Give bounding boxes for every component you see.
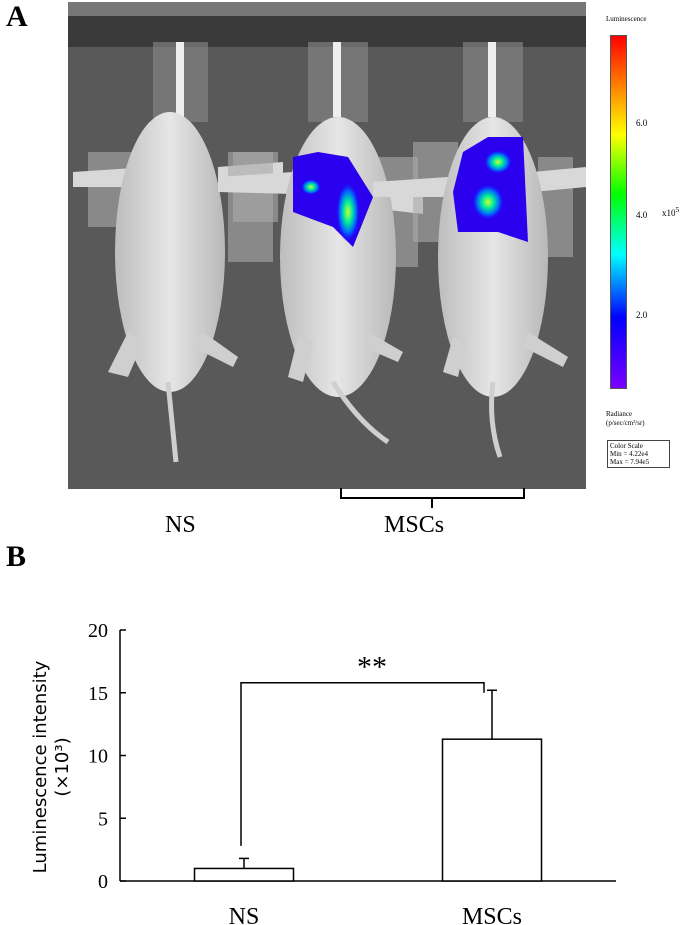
radiance-label: Radiance <box>606 410 633 418</box>
color-scale-title: Luminescence <box>606 15 647 23</box>
color-scale-box-title: Color Scale <box>610 442 643 450</box>
y-tick-label: 0 <box>98 871 108 893</box>
color-scale-max: Max = 7.94e5 <box>610 458 650 466</box>
y-tick-label: 10 <box>88 746 108 768</box>
y-tick-label: 20 <box>88 620 108 642</box>
mscs-bracket <box>340 488 525 508</box>
y-tick-label: 15 <box>88 683 108 705</box>
color-scale-tick: 4.0 <box>636 210 648 220</box>
y-tick-label: 5 <box>98 808 108 830</box>
bar-chart: 0 5 10 15 20 NS MSCs ** <box>88 620 616 925</box>
multiplier-base: x10 <box>662 208 676 218</box>
x-tick-label: NS <box>229 904 260 925</box>
group-label-ns: NS <box>165 512 196 538</box>
significance-bracket <box>240 681 485 846</box>
bar-mscs <box>441 738 543 882</box>
color-scale-multiplier: x105 <box>662 205 679 218</box>
color-scale-min: Min = 4.22e4 <box>610 450 648 458</box>
mouse-mscs-2 <box>373 42 586 458</box>
color-scale-tick: 6.0 <box>636 118 648 128</box>
x-tick-label: MSCs <box>462 904 522 925</box>
bioluminescence-image <box>68 2 586 489</box>
group-label-mscs: MSCs <box>384 512 445 538</box>
color-scale-tick: 2.0 <box>636 310 648 320</box>
color-scale-box: Color Scale Min = 4.22e4 Max = 7.94e5 <box>607 440 670 468</box>
bar-ns <box>193 867 295 882</box>
color-scale-bar <box>610 35 627 389</box>
significance-marker: ** <box>357 651 387 684</box>
multiplier-exponent: 5 <box>675 205 680 214</box>
radiance-units: (p/sec/cm²/sr) <box>606 419 645 427</box>
panel-a-label: A <box>6 0 28 33</box>
panel-b-label: B <box>6 540 27 573</box>
mouse-mscs-1 <box>218 42 423 445</box>
